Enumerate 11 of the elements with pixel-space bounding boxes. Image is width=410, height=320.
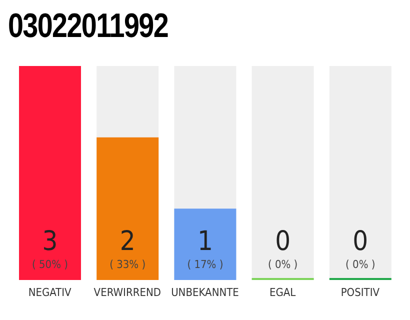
- data-label: 2 ( 33% ): [110, 226, 146, 271]
- data-label: 1 ( 17% ): [187, 226, 224, 271]
- data-label: 0 ( 0% ): [346, 226, 376, 271]
- x-tick-label: VERWIRREND: [94, 286, 162, 299]
- data-label: 0 ( 0% ): [268, 226, 298, 271]
- data-label: 3 ( 50% ): [32, 226, 68, 271]
- x-tick-label: EGAL: [270, 286, 296, 299]
- chart-title: 03022011992: [8, 7, 169, 47]
- x-tick-label: UNBEKANNTE: [171, 286, 239, 299]
- x-tick-label: POSITIV: [340, 286, 380, 299]
- x-tick-label: NEGATIV: [28, 286, 72, 299]
